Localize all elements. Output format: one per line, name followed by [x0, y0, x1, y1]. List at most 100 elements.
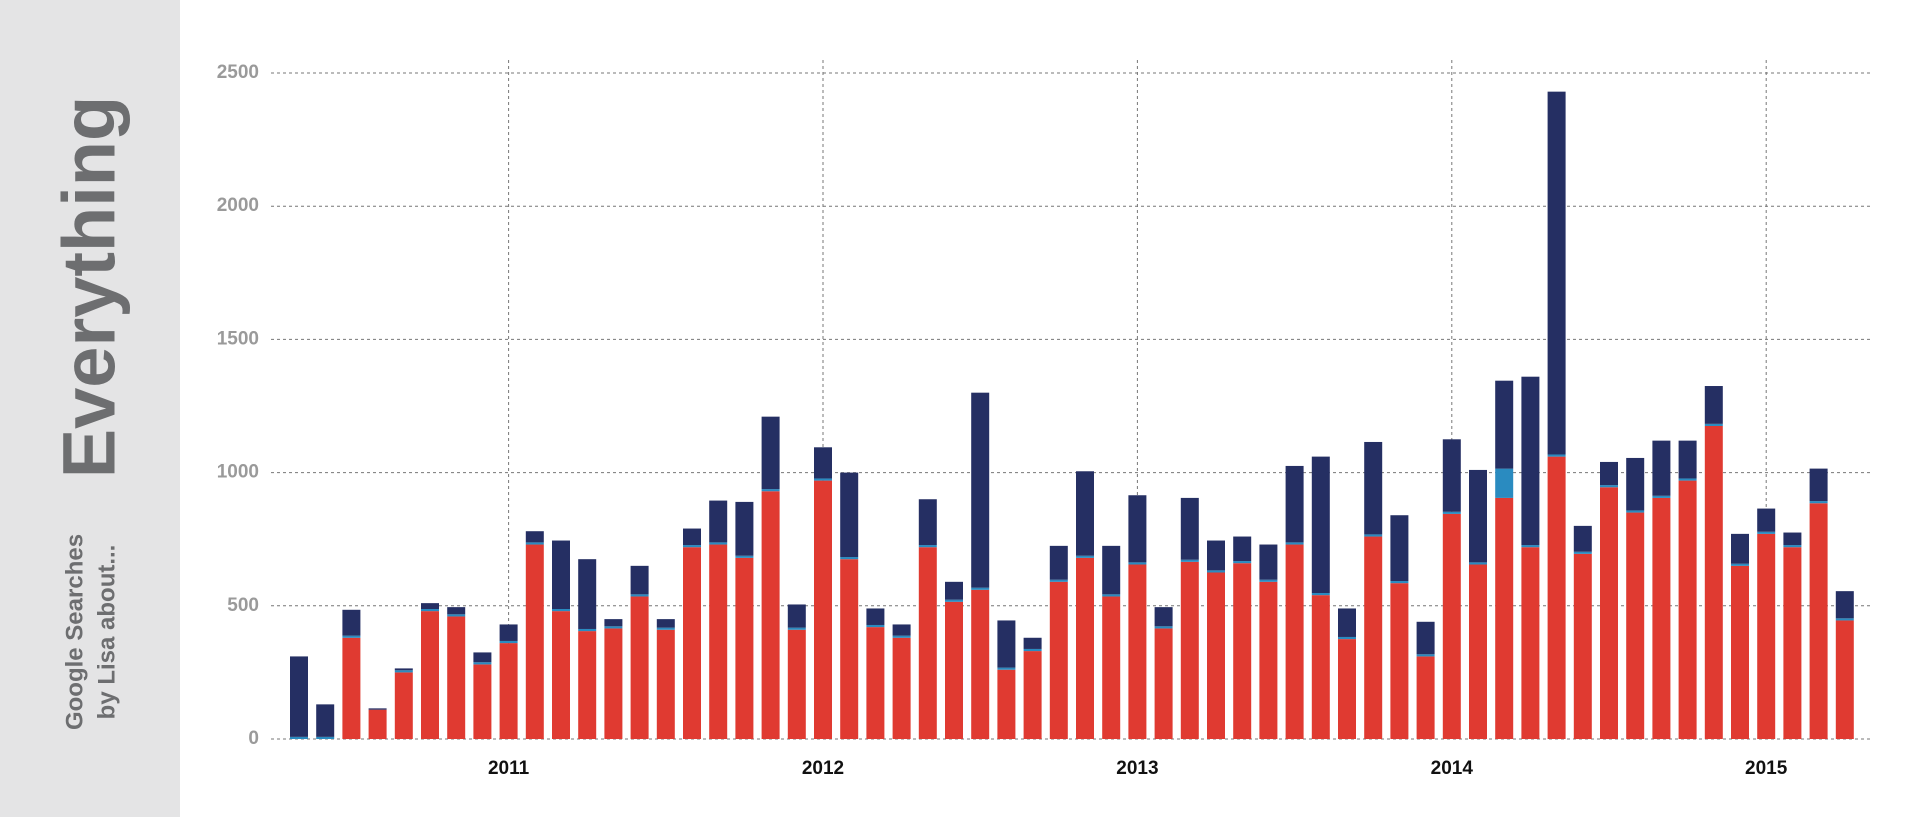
bar-segment [368, 708, 387, 710]
bar-segment [1678, 440, 1697, 479]
bar-segment [866, 624, 885, 628]
bar-segment [1390, 583, 1409, 739]
bar-segment [1416, 654, 1435, 657]
bar-segment [499, 624, 518, 641]
bar-segment [1809, 468, 1828, 502]
bar-segment [394, 672, 413, 739]
bar-segment [1338, 636, 1356, 640]
bar-segment [368, 709, 387, 739]
bar-segment [1154, 628, 1173, 739]
bar-segment [342, 609, 361, 636]
bar-segment [630, 594, 649, 597]
bar-segment [1835, 620, 1854, 739]
bar-segment [892, 624, 911, 636]
bar-segment [1600, 485, 1618, 488]
bar-segment [1442, 439, 1461, 512]
bar-segment [1678, 480, 1697, 739]
bar-segment [473, 664, 492, 739]
bar-segment [1809, 501, 1828, 504]
bar-segment [1495, 380, 1514, 469]
bar-segment [997, 620, 1016, 668]
bar-segment [656, 629, 675, 739]
bar-segment [1835, 618, 1854, 621]
bar-segment [1757, 508, 1776, 532]
bar-segment [1180, 561, 1199, 739]
bar-segment [1704, 423, 1723, 426]
bar-segment [971, 392, 990, 588]
bar-segment [761, 489, 780, 492]
bar-segment [1652, 497, 1671, 739]
bar-segment [1102, 545, 1121, 595]
bar-segment [997, 667, 1016, 670]
bar-segment [1757, 533, 1776, 739]
bar-segment [1338, 639, 1356, 739]
bar-segment [604, 628, 623, 739]
bar-segment [1626, 510, 1645, 513]
bar-segment [1128, 495, 1147, 563]
bar-segment [866, 608, 885, 625]
bar-segment [1154, 607, 1173, 627]
bar-segment [630, 565, 649, 595]
bar-segment [683, 545, 701, 548]
bar-segment [1233, 561, 1252, 564]
bar-segment [840, 557, 859, 560]
x-tick-label: 2015 [1745, 758, 1788, 779]
x-tick-label: 2013 [1116, 758, 1158, 779]
bar-segment [814, 480, 832, 739]
bar-segment [473, 652, 492, 663]
bar-segment [421, 611, 439, 739]
bar-segment [1102, 596, 1121, 739]
bar-segment [971, 589, 990, 739]
bar-segment [735, 555, 754, 558]
x-tick-label: 2011 [488, 758, 530, 779]
bar-segment [552, 611, 570, 739]
bar-segment [1547, 91, 1566, 455]
bar-segment [1573, 553, 1592, 739]
bar-segment [1783, 532, 1802, 546]
bar-segment [945, 601, 963, 739]
bar-segment [1390, 581, 1409, 584]
bar-segment [1180, 497, 1199, 560]
bar-segment [1652, 495, 1671, 498]
bar-segment [316, 736, 335, 739]
bar-segment [394, 668, 413, 671]
bar-segment [1626, 512, 1645, 739]
bar-segment [892, 635, 911, 638]
bar-segment [1364, 534, 1383, 537]
bar-segment [1128, 562, 1147, 565]
bar-segment [1600, 461, 1618, 486]
bar-segment [1731, 533, 1749, 564]
bar-segment [578, 628, 597, 632]
bar-segment [1285, 542, 1304, 545]
bar-segment [971, 587, 990, 590]
bar-segment [997, 669, 1016, 739]
bar-segment [290, 736, 308, 739]
bar-segment [1757, 531, 1776, 534]
side-panel [0, 0, 180, 817]
bar-segment [316, 704, 335, 737]
bar-segment [656, 627, 675, 630]
bar-segment [1495, 497, 1514, 739]
bar-segment [1704, 386, 1723, 424]
bar-segment [342, 635, 361, 638]
bar-segment [1364, 441, 1383, 535]
bar-segment [1469, 562, 1487, 565]
bar-segment [918, 545, 937, 548]
bar-segment [1469, 564, 1487, 739]
bar-segment [1154, 626, 1173, 629]
bar-segment [1233, 536, 1252, 562]
bar-segment [342, 637, 361, 739]
y-tick-label: 2000 [217, 195, 259, 216]
bar-segment [499, 643, 518, 739]
bar-segment [447, 616, 466, 739]
y-tick-label: 500 [227, 595, 259, 616]
bar-segment [840, 559, 859, 739]
bar-segment [525, 542, 544, 545]
bar-segment [1311, 593, 1330, 596]
bar-segment [1783, 547, 1802, 739]
bar-segment [1469, 469, 1487, 563]
bar-segment [421, 603, 439, 609]
bar-segment [1573, 525, 1592, 552]
bar-segment [1023, 651, 1042, 739]
bar-segment [1285, 544, 1304, 739]
